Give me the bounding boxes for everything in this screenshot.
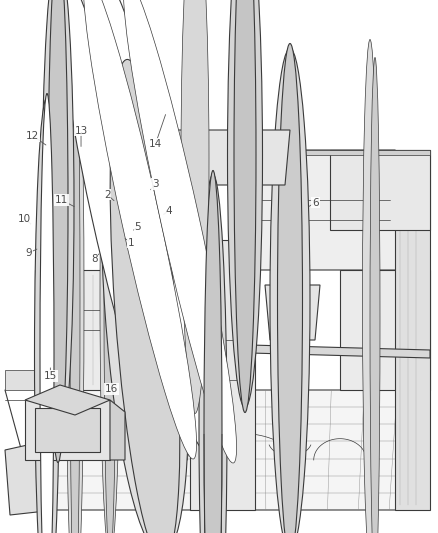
Ellipse shape: [204, 171, 222, 533]
Ellipse shape: [104, 36, 116, 533]
Text: 15: 15: [44, 371, 57, 381]
Polygon shape: [35, 408, 100, 452]
Polygon shape: [395, 150, 430, 510]
Ellipse shape: [100, 39, 120, 533]
Text: 14: 14: [149, 139, 162, 149]
Text: 5: 5: [134, 222, 141, 231]
Polygon shape: [35, 270, 190, 390]
Text: 11: 11: [55, 195, 68, 205]
Text: 10: 10: [18, 214, 31, 223]
Polygon shape: [190, 240, 255, 510]
Ellipse shape: [48, 0, 68, 463]
Ellipse shape: [110, 60, 180, 533]
Ellipse shape: [234, 0, 256, 413]
Ellipse shape: [66, 0, 84, 533]
Polygon shape: [5, 440, 55, 515]
Polygon shape: [25, 385, 110, 415]
Text: 1: 1: [128, 238, 135, 247]
Ellipse shape: [227, 0, 262, 408]
Ellipse shape: [278, 44, 303, 533]
Ellipse shape: [84, 0, 197, 459]
Polygon shape: [265, 285, 320, 340]
Text: 2: 2: [104, 190, 111, 199]
Text: 13: 13: [74, 126, 88, 135]
Ellipse shape: [181, 0, 209, 414]
Ellipse shape: [199, 174, 227, 533]
Polygon shape: [330, 150, 430, 230]
Ellipse shape: [57, 0, 173, 449]
Ellipse shape: [102, 66, 188, 533]
Polygon shape: [250, 345, 430, 358]
Polygon shape: [110, 400, 125, 460]
Ellipse shape: [42, 0, 74, 457]
Text: 12: 12: [26, 131, 39, 141]
Ellipse shape: [35, 98, 60, 533]
Ellipse shape: [363, 39, 378, 533]
Text: 6: 6: [312, 198, 319, 207]
Text: 9: 9: [25, 248, 32, 258]
Ellipse shape: [124, 0, 237, 463]
Ellipse shape: [70, 0, 80, 533]
Text: 16: 16: [105, 384, 118, 394]
Ellipse shape: [98, 0, 212, 453]
Polygon shape: [155, 130, 290, 185]
Polygon shape: [340, 270, 430, 390]
Ellipse shape: [270, 49, 310, 533]
Text: 3: 3: [152, 179, 159, 189]
Polygon shape: [35, 390, 430, 510]
Ellipse shape: [370, 58, 380, 533]
Polygon shape: [255, 150, 430, 155]
Text: 4: 4: [165, 206, 172, 215]
Polygon shape: [5, 370, 50, 390]
Text: 8: 8: [91, 254, 98, 263]
Polygon shape: [25, 400, 110, 460]
Ellipse shape: [40, 93, 54, 533]
Polygon shape: [255, 150, 430, 270]
